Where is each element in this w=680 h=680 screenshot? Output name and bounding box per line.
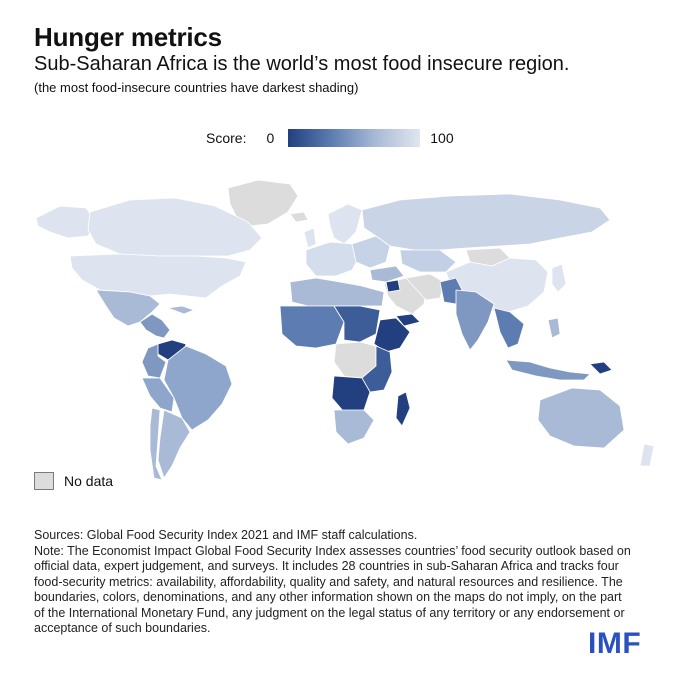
region-western-europe — [305, 241, 361, 277]
region-sahel — [333, 305, 381, 343]
sources-text: Sources: Global Food Security Index 2021… — [34, 528, 418, 542]
region-australia — [537, 387, 625, 449]
imf-logo: IMF — [588, 627, 642, 660]
region-papua-new-guinea — [589, 361, 613, 375]
region-canada — [87, 197, 263, 257]
region-cuba — [167, 305, 195, 315]
world-map — [35, 179, 655, 480]
no-data-label: No data — [64, 473, 114, 489]
region-syria — [385, 279, 401, 293]
region-mexico — [95, 289, 161, 327]
region-southeast-asia — [493, 307, 525, 349]
region-russia — [361, 193, 611, 251]
note-text: Note: The Economist Impact Global Food S… — [34, 543, 631, 636]
region-north-africa — [289, 277, 385, 307]
region-alaska — [35, 205, 97, 239]
region-southern-central-africa — [331, 375, 371, 413]
region-east-africa — [361, 345, 393, 393]
region-kazakhstan — [399, 249, 457, 273]
region-greenland — [227, 179, 299, 227]
region-indonesia — [505, 359, 591, 381]
region-uk — [303, 227, 317, 249]
map-title: Hunger metrics — [34, 22, 222, 52]
region-colombia — [141, 343, 167, 379]
region-yemen — [395, 313, 421, 327]
region-usa — [69, 253, 247, 299]
region-west-africa — [279, 305, 345, 349]
region-central-america — [139, 313, 171, 339]
legend-label: Score: — [206, 130, 247, 146]
region-chile — [149, 407, 163, 480]
region-philippines — [547, 317, 561, 339]
score-legend: Score: 0 100 — [206, 128, 454, 148]
region-iceland — [289, 211, 309, 223]
region-argentina — [157, 409, 191, 479]
footer-notes: Sources: Global Food Security Index 2021… — [34, 528, 634, 637]
legend-max: 100 — [430, 130, 454, 146]
legend-gradient-bar — [288, 129, 421, 147]
region-peru-bolivia — [141, 377, 175, 413]
legend-min: 0 — [266, 130, 275, 146]
region-new-zealand — [639, 443, 655, 467]
region-korea-japan — [551, 263, 567, 293]
map-subtitle: Sub-Saharan Africa is the world’s most f… — [34, 53, 570, 75]
no-data-swatch — [34, 472, 54, 490]
shading-note: (the most food-insecure countries have d… — [34, 80, 359, 95]
region-south-africa — [333, 409, 375, 445]
region-madagascar — [395, 391, 411, 427]
region-horn-of-africa — [373, 317, 411, 353]
no-data-legend: No data — [34, 472, 113, 490]
region-scandinavia — [327, 203, 363, 245]
region-turkey — [369, 265, 405, 283]
region-india — [455, 289, 495, 351]
